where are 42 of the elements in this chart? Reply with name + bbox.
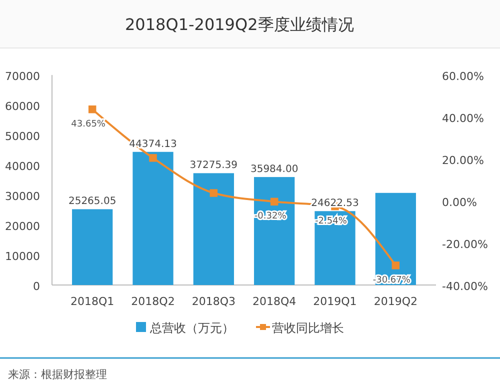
y-tick-label: 0	[33, 280, 40, 293]
data-label: -2.54%	[315, 216, 348, 226]
y-tick-label: 60000	[5, 100, 40, 113]
y-tick-label: 70000	[5, 70, 40, 83]
data-label: -0.32%	[254, 212, 287, 222]
x-tick-label: 2018Q1	[70, 295, 114, 308]
bar	[132, 152, 174, 285]
y2-tick-label: 40.00%	[442, 112, 484, 125]
x-tick-label: 2019Q1	[313, 295, 357, 308]
bar	[193, 173, 234, 285]
y2-tick-label: 60.00%	[442, 70, 484, 83]
point	[88, 105, 96, 114]
y2-tick-label: 20.00%	[442, 154, 484, 167]
legend-label: 营收同比增长	[272, 321, 344, 335]
x-tick-label: 2018Q3	[192, 295, 236, 308]
data-label: 37275.39	[190, 160, 238, 172]
point	[149, 154, 157, 162]
y-tick-label: 20000	[5, 220, 40, 233]
y-tick-label: 30000	[5, 190, 40, 203]
data-label: 43.65%	[71, 119, 106, 130]
y2-tick-label: 0.00%	[442, 196, 477, 209]
point	[392, 262, 400, 270]
x-tick-label: 2018Q4	[252, 295, 296, 308]
legend-label: 总营收（万元）	[149, 321, 234, 335]
bar	[314, 211, 356, 285]
x-tick-label: 2019Q2	[374, 295, 418, 308]
y2-tick-label: -20.00%	[442, 238, 488, 251]
bar	[375, 192, 416, 285]
y-tick-label: 50000	[5, 130, 40, 143]
data-label: 24622.53	[311, 198, 359, 210]
data-label: 35984.00	[250, 164, 298, 176]
chart-title: 2018Q1-2019Q2季度业绩情况	[125, 15, 354, 34]
y-tick-label: 40000	[5, 160, 40, 173]
point	[210, 189, 218, 197]
source-note: 来源：根据财报整理	[8, 368, 107, 381]
x-tick-label: 2018Q2	[131, 295, 175, 308]
y2-tick-label: -40.00%	[442, 280, 488, 293]
y-tick-label: 10000	[5, 250, 40, 263]
point	[270, 198, 278, 206]
bar	[254, 177, 295, 285]
bar	[72, 209, 113, 285]
data-label: 25265.05	[68, 196, 116, 208]
